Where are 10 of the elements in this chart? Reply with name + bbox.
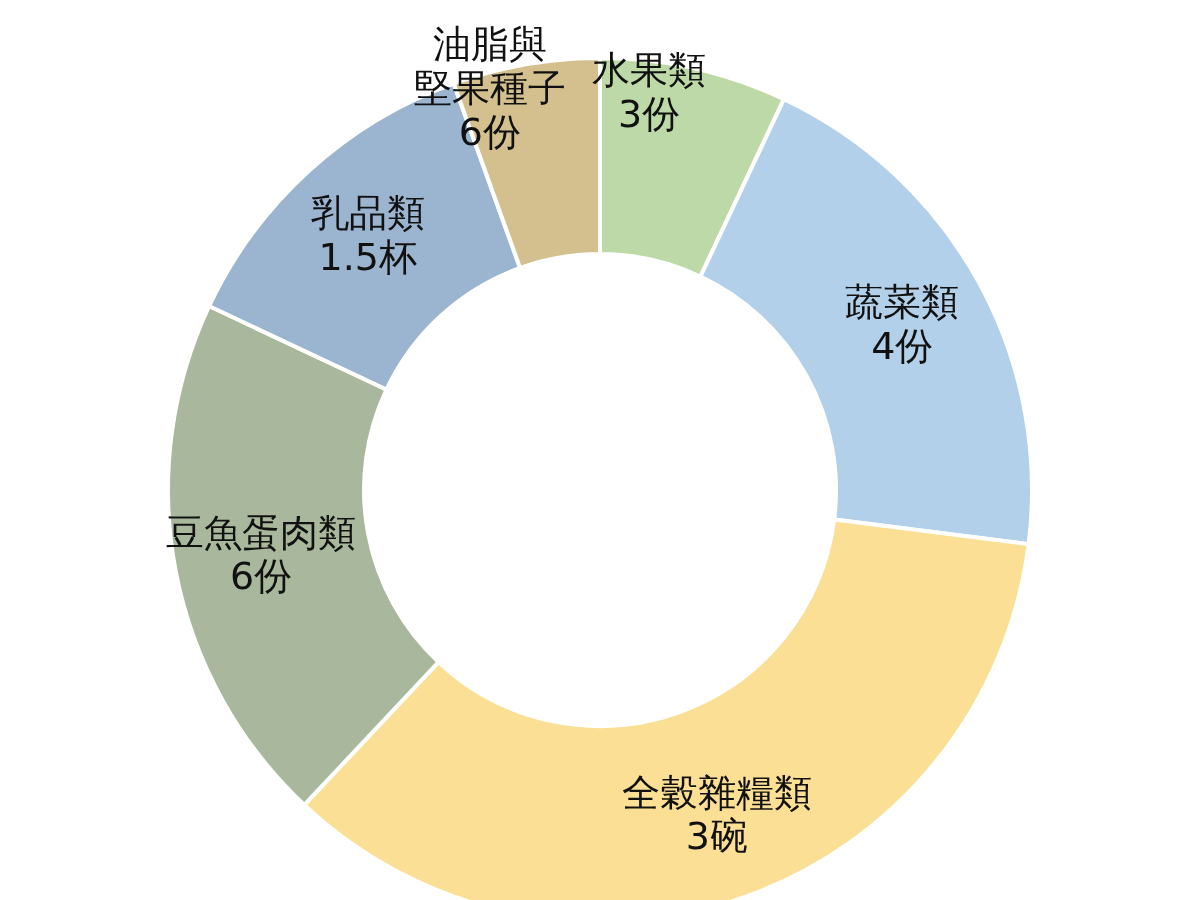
slice-label: 全穀雜糧類 <box>621 770 812 815</box>
slice-label: 水果類 <box>592 47 706 92</box>
text: 3份 <box>617 91 681 136</box>
text: 4份 <box>871 323 934 368</box>
text: 6份 <box>230 554 293 599</box>
slice-label: 乳品類 <box>310 190 425 235</box>
text: 3碗 <box>685 814 748 859</box>
slice-label: 蔬菜類 <box>845 279 960 324</box>
text: 1.5杯 <box>318 234 418 279</box>
text: 6份 <box>458 109 521 154</box>
